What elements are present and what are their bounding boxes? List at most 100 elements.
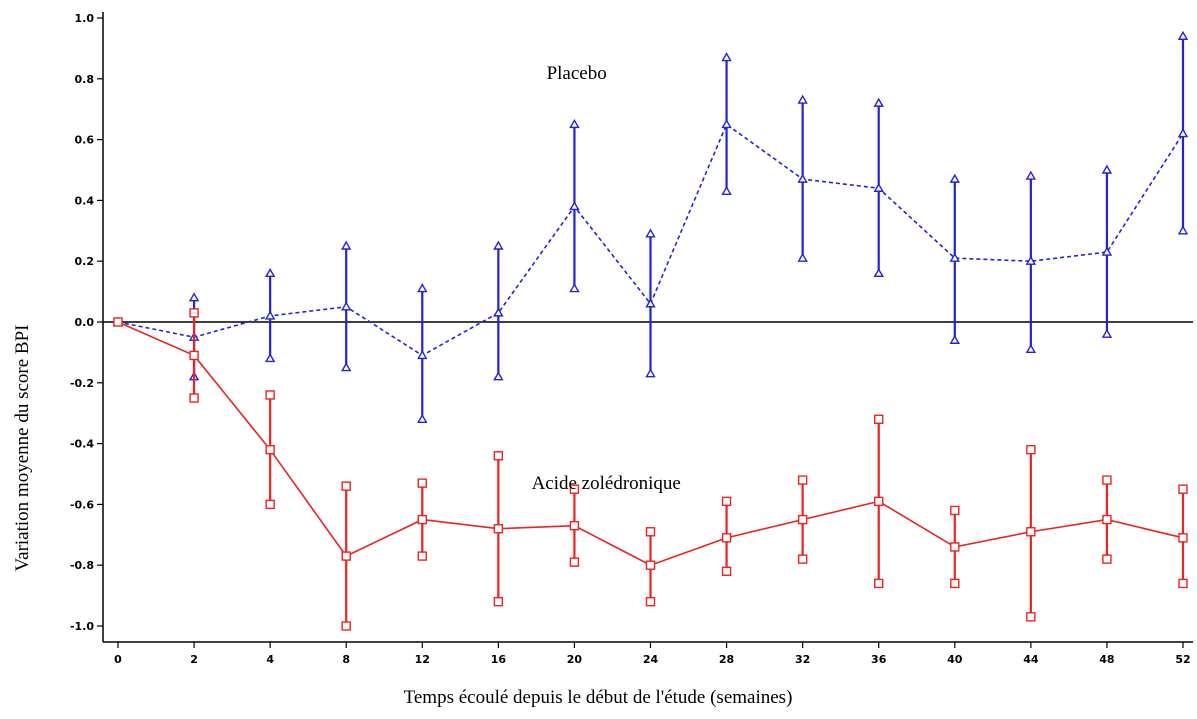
x-tick-label: 12 <box>415 653 430 666</box>
y-axis-ticks: 1.0 0.8 0.6 0.4 0.2 0.0 -0.2 -0.4 -0.6 -0.8 -1.0 <box>70 12 103 633</box>
error-bar-upper-marker <box>1101 164 1113 174</box>
error-bar-upper-marker <box>417 478 427 488</box>
error-bar-upper-marker <box>874 414 884 424</box>
error-bar-lower-marker <box>721 185 732 195</box>
error-bar-upper-marker <box>1178 484 1188 494</box>
zoledronic-annotation: Acide zolédronique <box>532 473 681 494</box>
mean-point <box>949 252 960 262</box>
error-bar-upper-marker <box>645 527 656 537</box>
y-tick-label: 1.0 <box>75 12 95 25</box>
placebo-annotation: Placebo <box>547 63 607 84</box>
zoledronic-series <box>113 308 1188 631</box>
x-tick-label: 52 <box>1175 653 1190 666</box>
mean-point <box>493 524 504 534</box>
error-bar-upper-marker <box>1026 444 1036 455</box>
error-bar-upper-marker <box>493 451 504 461</box>
mean-point <box>569 201 580 211</box>
error-bar-upper-marker <box>721 52 732 62</box>
mean-point <box>113 317 123 327</box>
error-bar-lower-marker <box>264 353 276 363</box>
mean-point <box>1178 533 1188 543</box>
error-bar-lower-marker <box>493 371 504 381</box>
x-tick-label: 48 <box>1099 653 1114 666</box>
mean-point <box>189 350 199 361</box>
mean-point <box>1102 514 1112 525</box>
y-tick-label: 0.8 <box>75 73 95 86</box>
x-tick-label: 36 <box>871 653 887 666</box>
error-bar-lower-marker <box>873 267 884 278</box>
error-bar-lower-marker <box>797 252 808 262</box>
mean-point <box>645 560 656 570</box>
error-bar-upper-marker <box>873 97 884 107</box>
error-bar-upper-marker <box>1177 30 1189 40</box>
x-axis-title: Temps écoulé depuis le début de l'étude … <box>404 687 793 708</box>
mean-point <box>1101 246 1113 256</box>
error-bar-upper-marker <box>493 240 504 250</box>
y-tick-label: 0.0 <box>75 316 95 329</box>
error-bar-upper-marker <box>797 475 808 485</box>
error-bar-lower-marker <box>569 557 580 567</box>
error-bar-lower-marker <box>950 578 960 589</box>
mean-point <box>341 551 351 561</box>
x-axis-ticks: 0 2 4 8 12 16 20 24 28 32 36 40 44 48 52 <box>114 642 1191 666</box>
error-bar-upper-marker <box>264 267 276 278</box>
error-bar-lower-marker <box>645 368 656 378</box>
y-tick-label: -1.0 <box>70 620 94 633</box>
error-bar-upper-marker <box>645 228 656 238</box>
error-bar-upper-marker <box>569 118 580 129</box>
x-tick-label: 0 <box>114 653 122 666</box>
mean-point <box>797 514 808 525</box>
error-bar-lower-marker <box>341 621 351 631</box>
mean-point <box>1026 527 1036 537</box>
plot-frame <box>103 12 1193 642</box>
y-tick-label: -0.2 <box>70 377 94 390</box>
mean-point <box>1025 255 1037 265</box>
mean-point <box>1177 128 1189 138</box>
x-tick-label: 32 <box>795 653 810 666</box>
error-bar-upper-marker <box>797 94 808 104</box>
mean-point <box>493 307 504 317</box>
mean-point <box>721 533 732 543</box>
mean-point <box>265 444 275 455</box>
error-bar-lower-marker <box>1101 328 1113 338</box>
mean-line <box>117 123 1184 357</box>
error-bar-upper-marker <box>341 481 351 491</box>
x-tick-label: 2 <box>190 653 198 666</box>
y-tick-label: -0.4 <box>70 438 94 451</box>
mean-point <box>417 514 427 525</box>
y-axis-title: Variation moyenne du score BPI <box>12 325 33 572</box>
error-bar-upper-marker <box>417 283 428 293</box>
error-bar-upper-marker <box>188 292 200 302</box>
error-bar-lower-marker <box>1026 612 1036 622</box>
error-bar-upper-marker <box>950 505 960 516</box>
error-bar-lower-marker <box>645 596 656 607</box>
error-bar-lower-marker <box>417 413 428 423</box>
error-bar-upper-marker <box>341 240 352 250</box>
placebo-series <box>112 30 1189 423</box>
mean-point <box>645 298 656 308</box>
error-bar-lower-marker <box>265 499 275 510</box>
y-tick-label: -0.8 <box>70 559 94 572</box>
error-bar-lower-marker <box>189 393 199 403</box>
error-bar-lower-marker <box>721 566 732 576</box>
error-bar-lower-marker <box>1102 554 1112 564</box>
error-bar-lower-marker <box>1178 578 1188 589</box>
series-layer <box>112 30 1189 631</box>
mean-point <box>873 182 884 192</box>
y-tick-label: 0.4 <box>75 194 95 207</box>
error-bar-upper-marker <box>949 173 960 183</box>
error-bar-upper-marker <box>721 496 732 507</box>
y-tick-label: 0.6 <box>75 134 95 147</box>
x-tick-label: 44 <box>1023 653 1039 666</box>
x-tick-label: 24 <box>643 653 659 666</box>
mean-point <box>797 173 808 183</box>
y-tick-label: 0.2 <box>75 255 95 268</box>
mean-point <box>721 118 732 129</box>
x-tick-label: 40 <box>947 653 963 666</box>
mean-point <box>569 520 580 531</box>
error-bar-upper-marker <box>569 484 580 494</box>
mean-point <box>950 542 960 552</box>
error-bar-lower-marker <box>1025 343 1037 354</box>
mean-point <box>341 301 352 311</box>
error-bar-lower-marker <box>874 578 884 589</box>
